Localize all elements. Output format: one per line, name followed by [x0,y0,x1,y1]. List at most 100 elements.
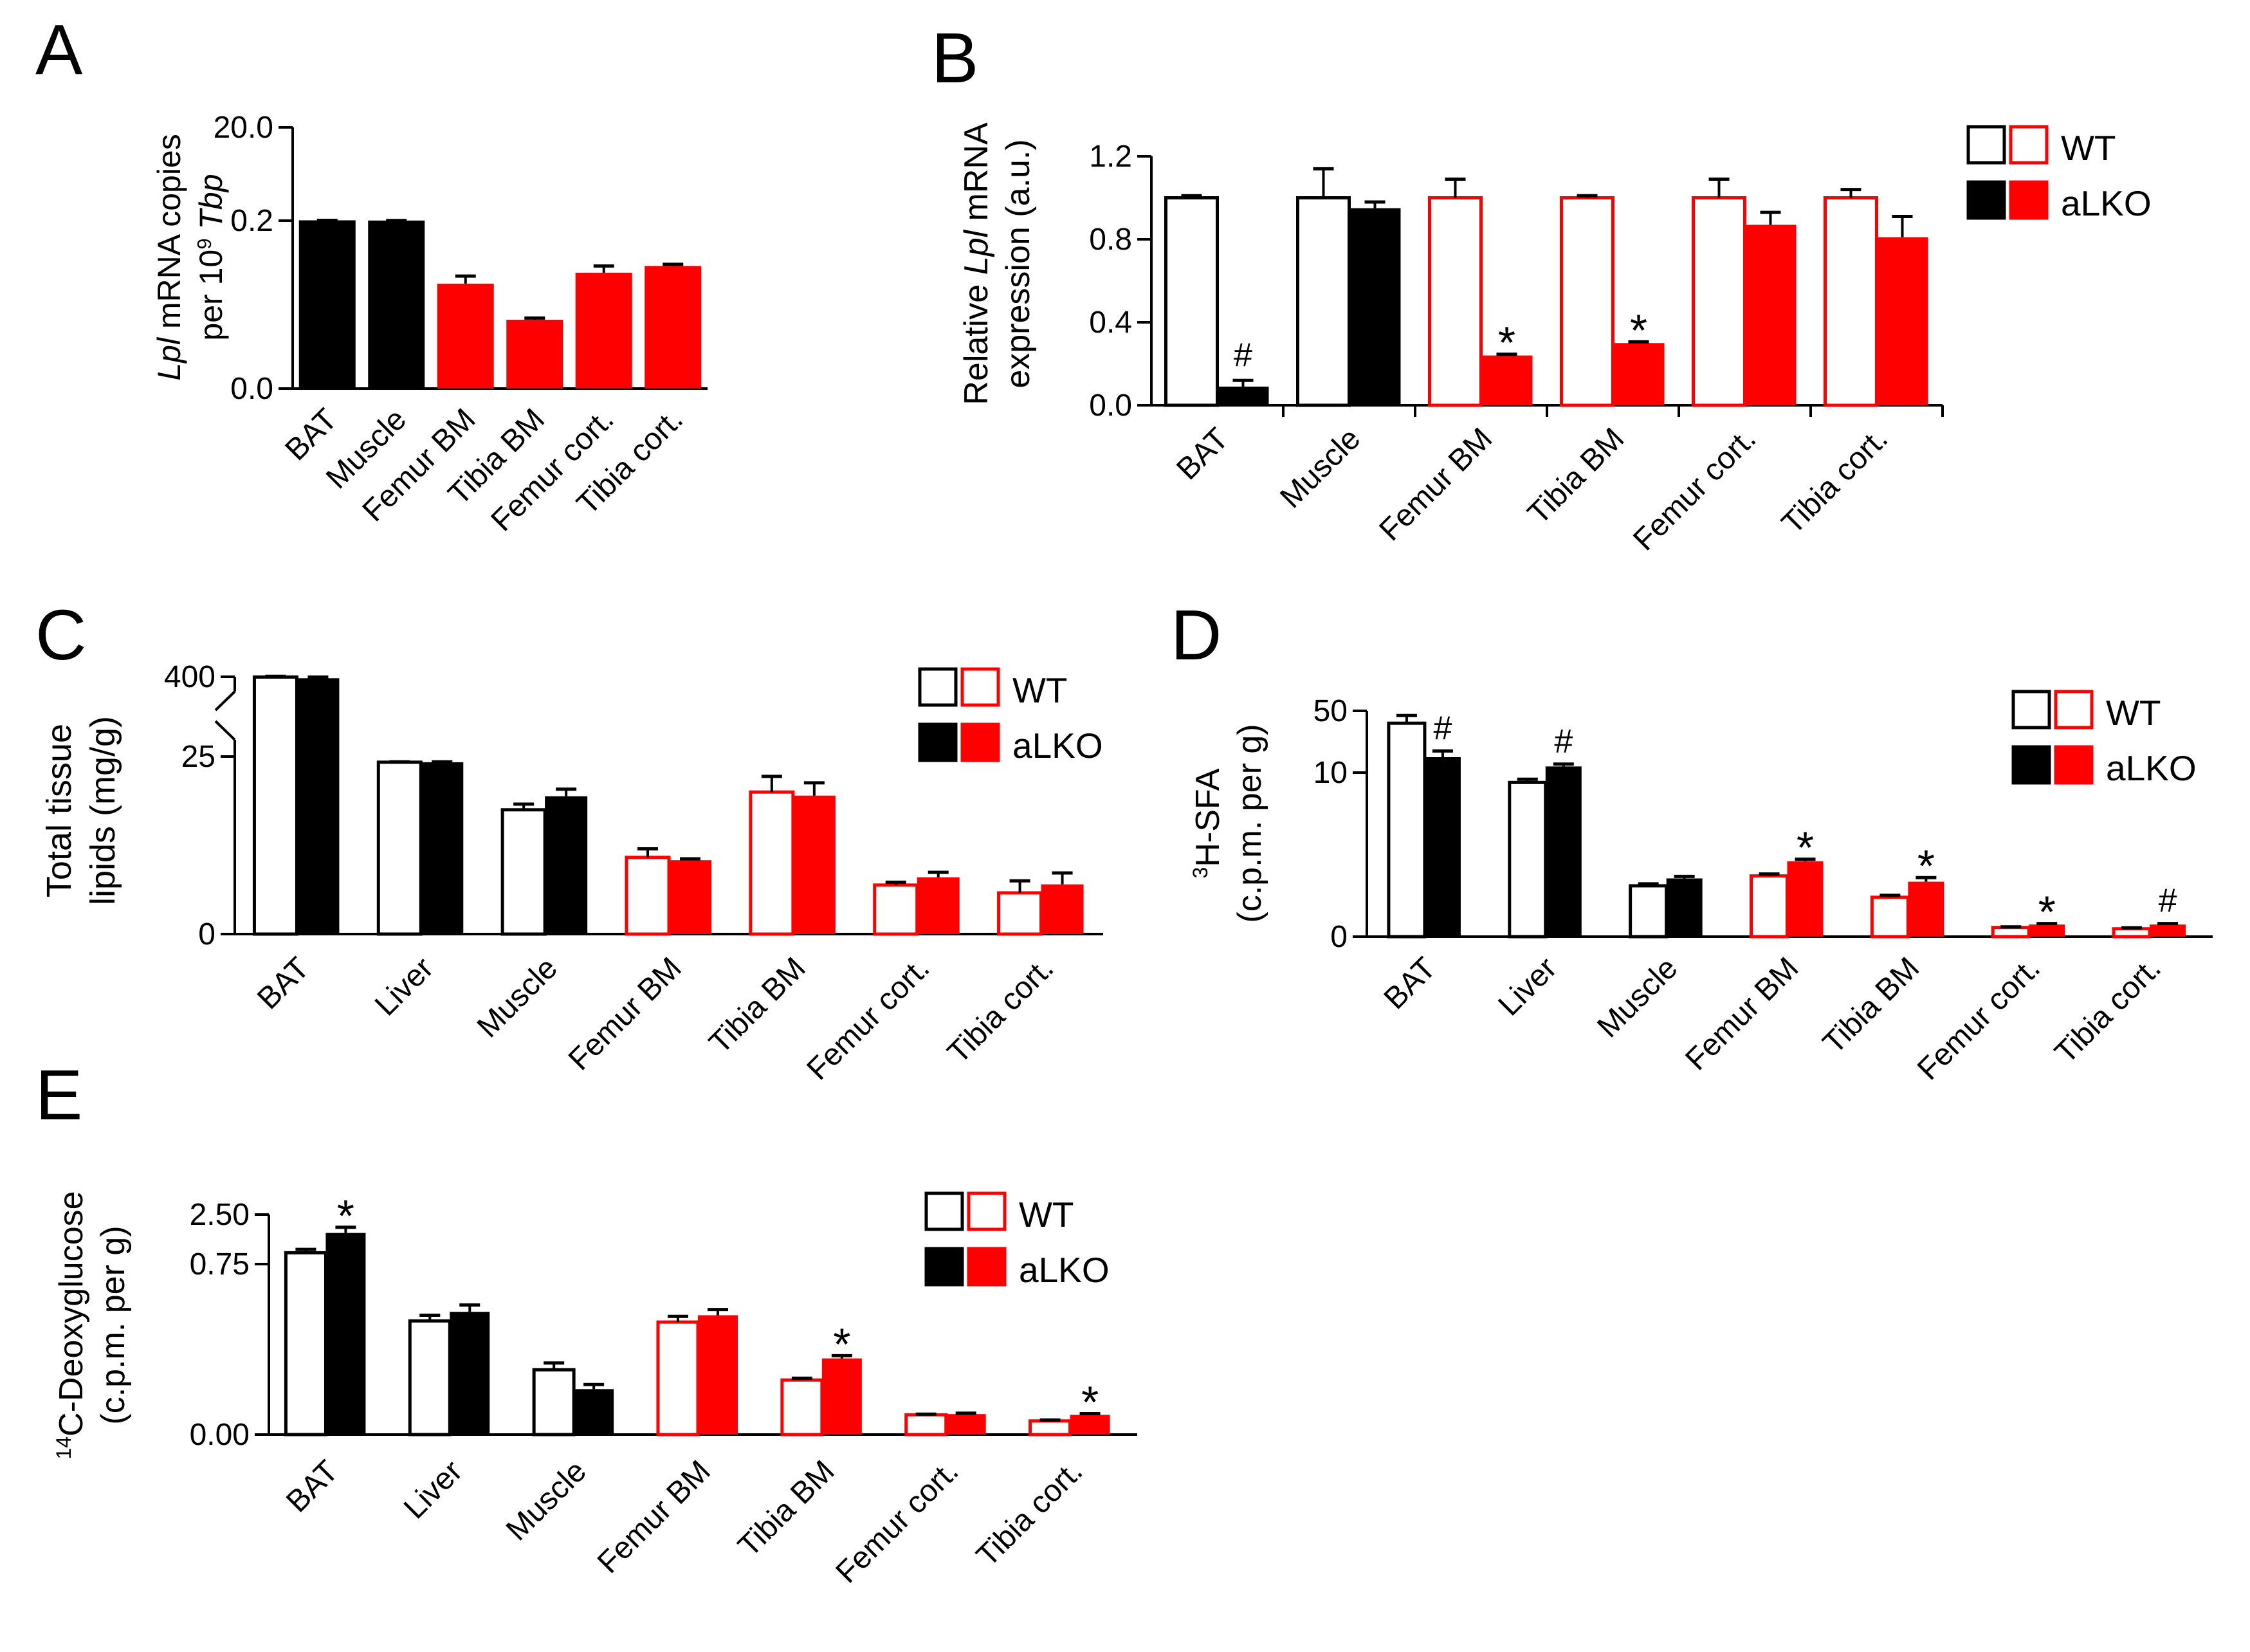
a-bar [437,283,494,389]
d-bar-alko [1666,878,1703,937]
c-category-label: BAT [251,951,316,1016]
b-error-bar [1364,200,1386,208]
e-category-label: Femur cort. [830,1454,965,1590]
e-legend-swatch-black [924,1191,964,1231]
e-bar-alko [1070,1415,1110,1435]
b-y-tick-label: 0.0 [1089,389,1132,423]
b-y-axis-label: Relative Lpl mRNA [958,122,995,405]
e-error-bar [915,1412,937,1416]
e-error-bar [459,1303,480,1312]
d-bar-wt [2112,927,2152,939]
c-error-bar [761,775,782,793]
e-y-tick-label: 2.50 [190,1198,250,1232]
b-bar-wt [1692,196,1746,407]
a-y-axis-label-line2: per 109 Tbp [193,174,230,340]
d-error-bar [1432,749,1453,757]
d-error-bar [1795,858,1816,861]
a-y-tick-label: 0.0 [230,372,273,406]
b-significance-marker: * [1630,305,1647,355]
c-category-label: Tibia BM [703,951,812,1060]
b-legend-swatch-black [1966,125,2006,165]
e-legend-label: aLKO [1019,1250,1110,1290]
b-y-tick-label: 0.8 [1089,223,1132,257]
d-bar-alko [1545,766,1582,937]
c-bar-wt [500,808,547,936]
d-category-label: Muscle [1591,951,1684,1044]
b-legend-label: aLKO [2061,183,2152,223]
c-category-label: Muscle [471,951,564,1044]
d-bar-wt [1508,780,1548,939]
d-error-bar [2121,926,2143,930]
d-legend-swatch-red [2054,745,2094,785]
b-bar-wt [1428,196,1483,407]
d-bar-wt [1991,926,2031,939]
b-bar-alko [1613,343,1665,405]
e-bar-wt [1029,1419,1072,1436]
b-bar-alko [1217,386,1269,405]
e-error-bar [955,1411,976,1415]
c-bar-alko [545,796,588,934]
b-error-bar [1313,167,1334,198]
c-error-bar [1009,879,1030,893]
d-error-bar [2157,922,2179,926]
b-legend-swatch-red [2009,125,2049,165]
e-bar-wt [284,1251,327,1436]
c-bar-wt [376,760,423,936]
c-y-axis-label-line2: lipids (mg/g) [84,716,122,905]
d-y-tick-label: 50 [1313,694,1348,728]
b-category-label: Femur cort. [1627,421,1762,557]
d-legend-label: aLKO [2106,748,2197,788]
b-category-label: Tibia cort. [1775,421,1894,540]
c-legend-swatch-black [918,722,958,762]
a-y-axis-label: Lpl mRNA copies [151,134,187,381]
d-error-bar [1517,777,1538,783]
c-bar-alko [917,877,960,934]
d-significance-marker: * [1917,841,1935,891]
d-significance-marker: # [2159,883,2177,920]
c-bar-alko [792,795,836,934]
d-bar-alko [1787,861,1824,937]
d-category-label: Liver [1492,951,1564,1022]
d-significance-marker: * [1797,823,1814,873]
d-legend-label: WT [2106,693,2161,733]
b-error-bar [1496,353,1517,356]
a-y-tick-label: 0.2 [230,204,273,238]
e-bar-wt [780,1378,824,1436]
b-bar-wt [1296,196,1351,407]
e-significance-marker: * [1081,1377,1099,1427]
e-error-bar [1079,1411,1101,1415]
c-bar-wt [749,790,795,936]
d-bar-wt [1629,884,1669,939]
panel-label-e: E [35,1056,82,1135]
c-error-bar [680,857,700,861]
e-error-bar [791,1376,812,1381]
c-y-tick-label: 25 [181,740,215,774]
d-bar-alko [2029,924,2065,937]
e-error-bar [668,1314,688,1323]
d-error-bar [1880,894,1901,897]
b-y-tick-label: 1.2 [1089,140,1132,174]
b-category-label: BAT [1170,421,1235,486]
e-legend-swatch-black [924,1247,964,1287]
e-significance-marker: * [337,1191,354,1241]
c-legend-swatch-red [960,722,1000,762]
d-category-label: Femur cort. [1911,951,2047,1087]
c-category-label: Liver [369,951,440,1022]
d-error-bar [1638,882,1659,886]
panel-label-a: A [35,10,83,89]
d-y-tick-label: 10 [1313,756,1348,790]
e-error-bar [544,1361,565,1370]
e-legend-label: WT [1019,1195,1074,1234]
c-y-tick-label: 0 [198,917,215,951]
e-category-label: Muscle [500,1454,593,1547]
c-legend-label: WT [1012,670,1068,710]
c-error-bar [307,675,329,679]
c-legend-swatch-black [918,667,958,707]
c-error-bar [265,674,286,678]
a-error-bar [593,264,614,273]
d-category-label: BAT [1378,951,1443,1016]
a-bar [298,220,356,389]
e-bar-wt [904,1413,948,1436]
d-error-bar [1396,713,1417,724]
e-y-axis-label: 14C-Deoxyglucose [52,1191,90,1459]
